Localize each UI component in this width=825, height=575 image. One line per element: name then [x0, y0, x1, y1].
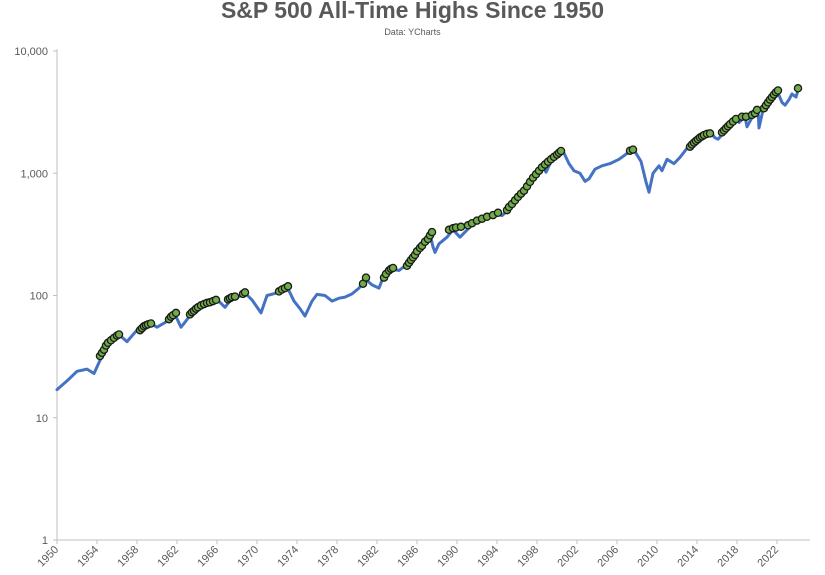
all-time-high-point	[114, 330, 124, 339]
x-tick-label: 1954	[75, 544, 101, 570]
x-tick-label: 2018	[715, 544, 741, 570]
x-tick-label: 1994	[475, 544, 501, 570]
all-time-high-point	[171, 308, 181, 318]
x-tick-label: 1966	[195, 544, 221, 570]
x-tick-label: 1970	[235, 544, 261, 570]
all-time-high-point	[146, 319, 156, 328]
all-time-high-point	[427, 227, 437, 237]
x-tick-label: 1986	[395, 544, 421, 570]
x-tick-label: 2006	[595, 544, 621, 570]
x-tick-label: 1998	[515, 544, 541, 570]
chart-title: S&P 500 All-Time Highs Since 1950	[220, 0, 605, 23]
x-tick-label: 2010	[635, 544, 661, 570]
all-time-high-point	[230, 292, 240, 301]
y-tick-label: 10	[36, 413, 48, 425]
x-tick-label: 2022	[755, 544, 781, 570]
all-time-high-point	[705, 129, 715, 138]
y-tick-label: 100	[30, 291, 48, 303]
chart-subtitle: Data: YCharts	[384, 27, 441, 37]
y-tick-label: 1	[42, 535, 48, 547]
x-tick-label: 2014	[675, 544, 701, 570]
all-time-high-point	[388, 263, 398, 273]
all-time-high-point	[211, 295, 221, 305]
x-tick-label: 1982	[355, 544, 381, 570]
all-time-high-point	[456, 222, 466, 232]
all-time-high-point	[361, 273, 371, 282]
y-tick-label: 1,000	[20, 168, 48, 180]
x-tick-label: 1974	[275, 544, 301, 570]
all-time-high-markers	[95, 84, 803, 361]
all-time-high-point	[752, 105, 762, 115]
all-time-high-point	[628, 145, 638, 154]
x-tick-label: 1950	[35, 544, 61, 570]
x-tick-label: 1962	[155, 544, 181, 570]
all-time-high-point	[240, 288, 250, 297]
y-axis-ticks: 1 10 100 1,000 10,000	[14, 46, 57, 547]
all-time-high-point	[493, 208, 503, 218]
x-tick-label: 1990	[435, 544, 461, 570]
all-time-high-point	[556, 146, 566, 156]
x-axis-ticks: 1950 1954 1958 1962 1966 1970 1974 1978 1982 1986…	[35, 540, 781, 570]
y-tick-label: 10,000	[14, 46, 48, 58]
x-tick-label: 2002	[555, 544, 581, 570]
all-time-high-point	[283, 282, 293, 291]
x-tick-label: 1978	[315, 544, 341, 570]
all-time-high-point	[773, 86, 783, 95]
all-time-high-point	[793, 84, 803, 93]
x-tick-label: 1958	[115, 544, 141, 570]
